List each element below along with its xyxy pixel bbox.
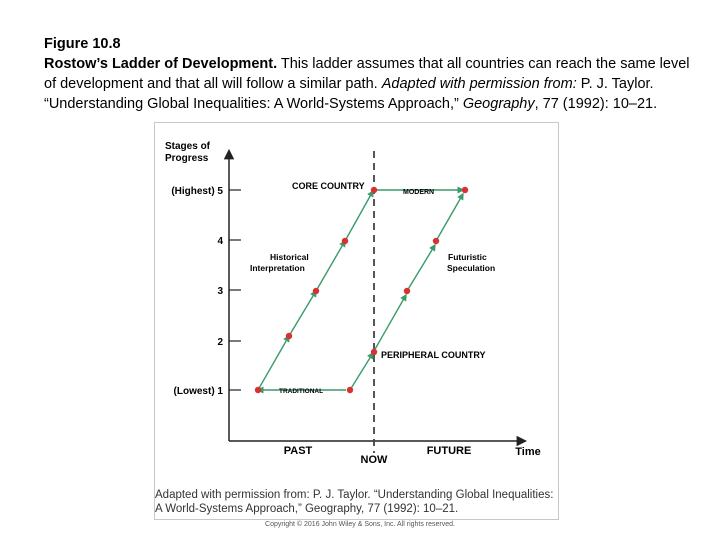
y-axis-title-line1: Stages of bbox=[165, 141, 211, 152]
copyright-notice: Copyright © 2016 John Wiley & Sons, Inc.… bbox=[265, 521, 455, 528]
futuristic-label-line2: Speculation bbox=[447, 263, 495, 273]
figure-credit: Adapted with permission from: P. J. Tayl… bbox=[155, 488, 553, 516]
historical-label-line1: Historical bbox=[270, 252, 309, 262]
core-country-label: CORE COUNTRY bbox=[292, 181, 365, 191]
credit-line-2: A World-Systems Approach,” Geography, 77… bbox=[155, 503, 459, 515]
futuristic-label-line1: Futuristic bbox=[448, 252, 487, 262]
x-axis-title: Time bbox=[515, 446, 540, 458]
figure-title: Rostow’s Ladder of Development. bbox=[44, 56, 278, 72]
core-country-path bbox=[257, 186, 465, 391]
ladder-diagram: Stages of Progress (Highest) 5 4 3 2 (Lo… bbox=[154, 122, 559, 520]
credit-line-1: Adapted with permission from: P. J. Tayl… bbox=[155, 489, 554, 501]
y-tick-label-5: (Highest) 5 bbox=[171, 186, 223, 197]
x-label-past: PAST bbox=[284, 445, 313, 457]
y-ticks bbox=[229, 189, 241, 391]
y-tick-label-4: 4 bbox=[217, 236, 223, 247]
x-label-now: NOW bbox=[361, 454, 389, 466]
caption-journal: Geography bbox=[462, 96, 535, 112]
stage-points bbox=[254, 186, 469, 394]
y-axis-title-line2: Progress bbox=[165, 153, 209, 164]
peripheral-country-path bbox=[256, 192, 464, 394]
y-tick-label-1: (Lowest) 1 bbox=[174, 386, 224, 397]
figure-caption: Figure 10.8 Rostow’s Ladder of Developme… bbox=[44, 34, 694, 114]
y-tick-label-2: 2 bbox=[217, 337, 223, 348]
peripheral-country-label: PERIPHERAL COUNTRY bbox=[381, 350, 486, 360]
y-tick-label-3: 3 bbox=[217, 286, 223, 297]
caption-adapted: Adapted with permission from: bbox=[381, 76, 577, 92]
modern-label: MODERN bbox=[403, 189, 434, 196]
historical-label-line2: Interpretation bbox=[250, 263, 305, 273]
caption-author: P. J. Taylor. “Understanding Global Ineq… bbox=[44, 76, 654, 112]
traditional-label: TRADITIONAL bbox=[279, 388, 323, 395]
figure-number: Figure 10.8 bbox=[44, 36, 121, 52]
x-label-future: FUTURE bbox=[427, 445, 472, 457]
ladder-diagram-svg: Stages of Progress (Highest) 5 4 3 2 (Lo… bbox=[165, 141, 541, 466]
caption-citation: , 77 (1992): 10–21. bbox=[534, 96, 658, 112]
caption-body: This ladder assumes that all countries c… bbox=[44, 56, 690, 92]
